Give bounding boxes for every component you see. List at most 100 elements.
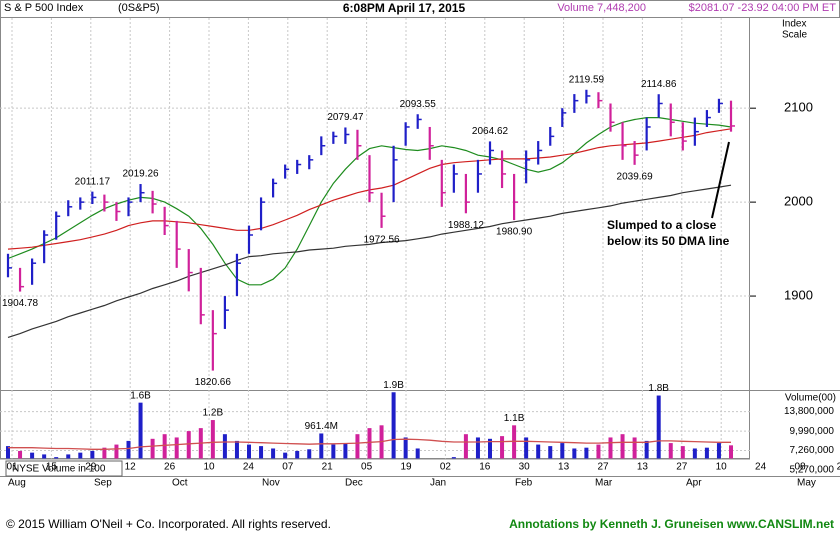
volume-bar (150, 438, 155, 473)
high-label: 2019.26 (122, 169, 159, 180)
scale-label: Scale (782, 30, 807, 41)
y-tick-label: 2000 (784, 194, 813, 209)
x-tick-label: 10 (203, 462, 215, 473)
x-tick-label: 02 (440, 462, 452, 473)
volume-bar (174, 437, 179, 473)
volume-tick-label: 7,260,000 (790, 445, 835, 456)
month-label: Aug (8, 478, 26, 489)
volume-label: 1.2B (203, 408, 224, 419)
annotation: below its 50 DMA line (607, 234, 730, 248)
footer-credit: Annotations by Kenneth J. Gruneisen www.… (509, 517, 834, 531)
volume-bar (500, 436, 505, 473)
volume-label: 1.6B (130, 390, 151, 401)
volume-bar (644, 440, 649, 473)
volume-label: 1.8B (648, 383, 669, 394)
low-label: 1820.66 (195, 377, 232, 388)
volume-bar (488, 438, 492, 473)
volume-bar (355, 434, 360, 473)
chart-title: 6:08PM April 17, 2015 (343, 1, 466, 15)
x-tick-label: 05 (361, 462, 373, 473)
y-tick-label: 1900 (784, 287, 813, 302)
volume-bar (668, 443, 673, 473)
volume-axis-label: Volume(00) (785, 393, 836, 404)
volume-bar (524, 437, 529, 473)
volume-bar (343, 443, 348, 473)
low-label: 1980.90 (496, 227, 533, 238)
x-tick-label: 26 (164, 462, 176, 473)
volume-legend: NYSE Volume in 100 (12, 464, 106, 475)
volume-bar (512, 425, 517, 473)
volume-text: Volume 7,448,200 (557, 2, 646, 14)
volume-label: 1.9B (383, 380, 404, 391)
x-tick-label: 07 (282, 462, 294, 473)
x-tick-label: 01 (6, 462, 18, 473)
month-label: Dec (345, 478, 363, 489)
month-label: Feb (515, 478, 533, 489)
symbol: S & P 500 Index (4, 2, 84, 14)
volume-bar (560, 443, 565, 473)
low-label: 1988.12 (448, 220, 485, 231)
scale-label: Index (782, 19, 806, 30)
high-label: 2114.86 (641, 79, 677, 90)
low-label: 2039.69 (617, 171, 654, 182)
month-label: Nov (262, 478, 280, 489)
volume-bar (379, 425, 384, 473)
x-tick-label: 29 (85, 462, 97, 473)
date-strip (0, 459, 750, 476)
x-tick-label: 13 (558, 462, 570, 473)
volume-label: 1.1B (504, 413, 525, 424)
month-label: Sep (94, 478, 112, 489)
footer-copyright: © 2015 William O'Neil + Co. Incorporated… (6, 517, 331, 531)
month-label: Jan (430, 478, 446, 489)
x-tick-label: 15 (46, 462, 58, 473)
volume-bar (234, 440, 239, 473)
month-label: Apr (686, 478, 702, 489)
x-tick-label: 30 (519, 462, 531, 473)
volume-bar (656, 395, 661, 473)
volume-bar (319, 433, 324, 473)
x-tick-label: 24 (755, 462, 767, 473)
high-label: 2093.55 (400, 99, 437, 110)
x-tick-label: 16 (479, 462, 491, 473)
volume-tick-label: 9,990,000 (790, 426, 835, 437)
high-label: 2011.17 (75, 176, 111, 187)
x-tick-label: 08 (794, 462, 806, 473)
plot-frame (0, 17, 750, 459)
moving-average (7, 184, 732, 338)
x-tick-label: 27 (597, 462, 609, 473)
volume-bar (210, 420, 215, 473)
symbol-code: (0S&P5) (118, 2, 160, 14)
volume-bar (126, 440, 131, 473)
x-tick-label: 13 (637, 462, 649, 473)
high-label: 2079.47 (327, 112, 364, 123)
x-tick-label: 10 (716, 462, 728, 473)
high-label: 2064.62 (472, 126, 509, 137)
x-tick-label: 2 (837, 462, 840, 473)
x-tick-label: 24 (243, 462, 255, 473)
volume-bar (138, 402, 143, 473)
high-label: 2119.59 (569, 74, 605, 85)
x-tick-label: 12 (125, 462, 137, 473)
volume-bar (186, 431, 191, 473)
price-text: $2081.07 -23.92 04:00 PM ET (689, 2, 837, 14)
volume-bar (367, 428, 372, 473)
volume-bar (198, 428, 203, 473)
volume-label: 961.4M (305, 421, 338, 432)
volume-average (8, 438, 731, 450)
volume-bar (475, 437, 480, 473)
volume-bar (608, 437, 613, 473)
y-tick-label: 2100 (784, 100, 813, 115)
volume-bar (222, 434, 227, 473)
volume-bar (403, 437, 408, 473)
volume-bar (162, 434, 167, 473)
month-label: May (797, 478, 816, 489)
volume-bar (463, 434, 468, 473)
x-tick-label: 21 (322, 462, 334, 473)
volume-bar (716, 443, 721, 473)
volume-bar (391, 392, 396, 473)
x-tick-label: 27 (676, 462, 688, 473)
annotation-arrow (711, 141, 730, 219)
x-tick-label: 19 (400, 462, 412, 473)
